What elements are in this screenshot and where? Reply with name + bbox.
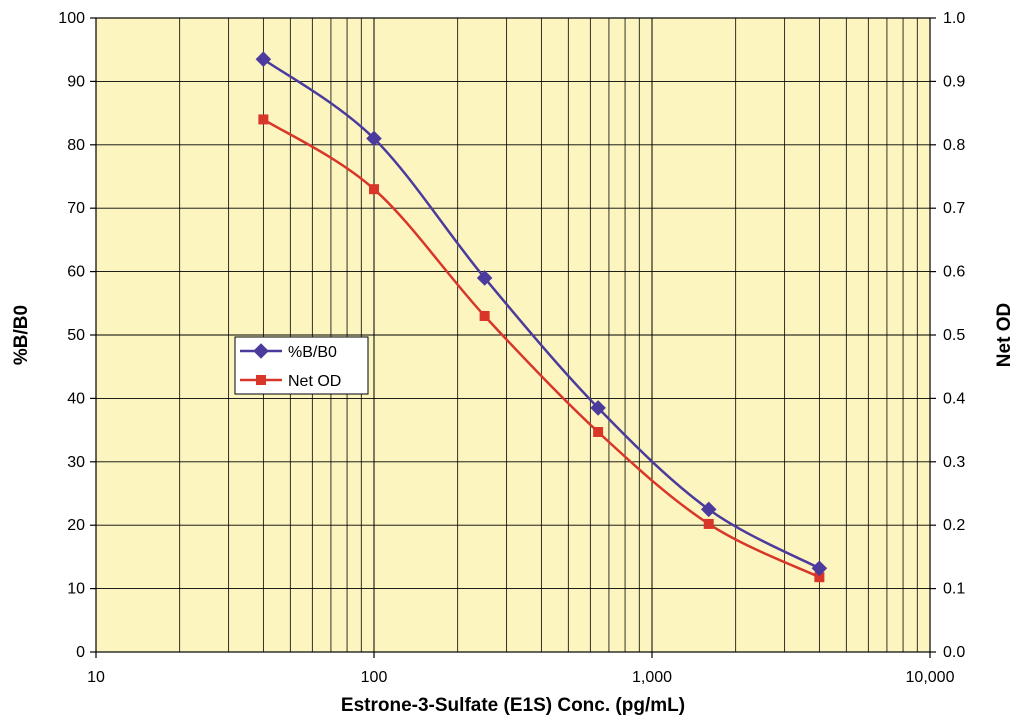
legend: %B/B0 Net OD: [234, 336, 369, 395]
x-tick-label: 1,000: [632, 669, 672, 686]
x-tick-label: 100: [361, 669, 388, 686]
y-tick-label-right: 0.5: [943, 327, 965, 344]
data-point-diamond: [366, 130, 382, 147]
y-tick-label-right: 0.4: [943, 390, 965, 407]
y-axis-title-right: Net OD: [994, 303, 1015, 367]
y-tick-label-left: 70: [67, 200, 85, 217]
x-axis-ticks: 10 100 1,000 10,000: [87, 652, 955, 686]
y-tick-label-left: 80: [67, 137, 85, 154]
y-tick-label-left: 30: [67, 454, 85, 471]
y-axis-title-left: %B/B0: [11, 305, 32, 365]
x-tick-label: 10,000: [906, 669, 955, 686]
series-line-2: [262, 118, 820, 579]
data-point-diamond: [811, 560, 828, 577]
data-point-square: [593, 427, 604, 438]
y-tick-label-left: 0: [76, 644, 85, 661]
y-tick-label-left: 40: [67, 390, 85, 407]
data-point-square: [258, 114, 269, 125]
y-tick-label-left: 60: [67, 264, 85, 281]
left-axis-ticks: 0 10 20 30 40 50 60 70 80 90 100: [58, 10, 96, 661]
y-tick-label-right: 0.8: [943, 137, 965, 154]
y-tick-label-right: 0.9: [943, 73, 965, 90]
x-axis-title: Estrone-3-Sulfate (E1S) Conc. (pg/mL): [341, 695, 685, 716]
x-tick-label: 10: [87, 669, 105, 686]
data-point-square: [703, 518, 714, 529]
data-point-square: [814, 572, 825, 583]
y-tick-label-right: 0.1: [943, 581, 965, 598]
legend-label-series-2: Net OD: [288, 373, 341, 390]
y-tick-label-right: 0.3: [943, 454, 965, 471]
y-tick-label-right: 0.7: [943, 200, 965, 217]
y-tick-label-right: 0.0: [943, 644, 965, 661]
legend-label-series-1: %B/B0: [288, 344, 337, 361]
y-tick-label-right: 0.2: [943, 517, 965, 534]
series-line-1: [262, 58, 820, 570]
y-tick-label-left: 50: [67, 327, 85, 344]
y-tick-label-right: 0.6: [943, 264, 965, 281]
series-2: [258, 114, 825, 583]
y-tick-label-left: 90: [67, 73, 85, 90]
data-point-square: [369, 184, 379, 195]
data-point-square: [479, 310, 490, 321]
right-axis-ticks: 0.0 0.1 0.2 0.3 0.4 0.5 0.6 0.7 0.8 0.9 1.0: [930, 10, 965, 661]
y-tick-label-right: 1.0: [943, 10, 965, 27]
y-tick-label-left: 100: [58, 10, 85, 27]
y-tick-label-left: 20: [67, 517, 85, 534]
y-tick-label-left: 10: [67, 581, 85, 598]
legend-swatch-marker-series-2: [256, 375, 266, 385]
